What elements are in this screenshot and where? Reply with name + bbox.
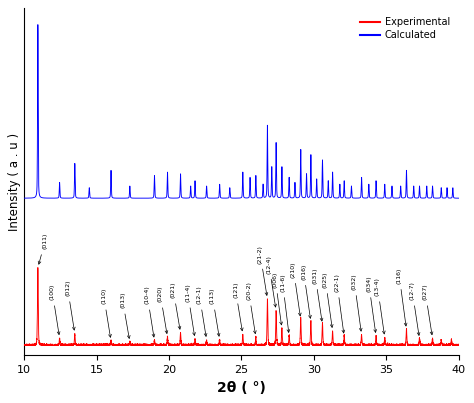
Text: (20-2): (20-2) (246, 281, 256, 334)
Text: (032): (032) (352, 274, 362, 331)
Text: (12-4): (12-4) (266, 255, 276, 307)
Legend: Experimental, Calculated: Experimental, Calculated (356, 13, 454, 44)
Text: (031): (031) (313, 268, 323, 321)
Text: (011): (011) (38, 233, 47, 264)
Y-axis label: Intensity ( a . u ): Intensity ( a . u ) (9, 133, 21, 231)
Text: (012): (012) (65, 280, 75, 330)
Text: (22-1): (22-1) (335, 273, 345, 333)
Text: (100): (100) (50, 284, 60, 334)
Text: (13-4): (13-4) (375, 277, 385, 334)
Text: (016): (016) (301, 264, 311, 318)
Text: (210): (210) (291, 261, 301, 316)
Text: (013): (013) (120, 292, 130, 339)
Text: (11-4): (11-4) (185, 284, 195, 335)
Text: (116): (116) (397, 268, 407, 326)
Text: (025): (025) (323, 272, 333, 327)
Text: (11-6): (11-6) (280, 274, 290, 332)
Text: (027): (027) (423, 284, 433, 334)
Text: (12-1): (12-1) (197, 286, 207, 337)
Text: (020): (020) (158, 286, 168, 333)
Text: (006): (006) (273, 272, 283, 325)
X-axis label: 2θ ( °): 2θ ( °) (217, 381, 266, 395)
Text: (021): (021) (171, 282, 181, 329)
Text: (121): (121) (233, 282, 243, 331)
Text: (21-2): (21-2) (258, 245, 268, 295)
Text: (10-4): (10-4) (145, 286, 155, 337)
Text: (113): (113) (210, 288, 220, 336)
Text: (034): (034) (366, 276, 376, 332)
Text: (12-7): (12-7) (410, 281, 420, 335)
Text: (110): (110) (101, 288, 111, 337)
